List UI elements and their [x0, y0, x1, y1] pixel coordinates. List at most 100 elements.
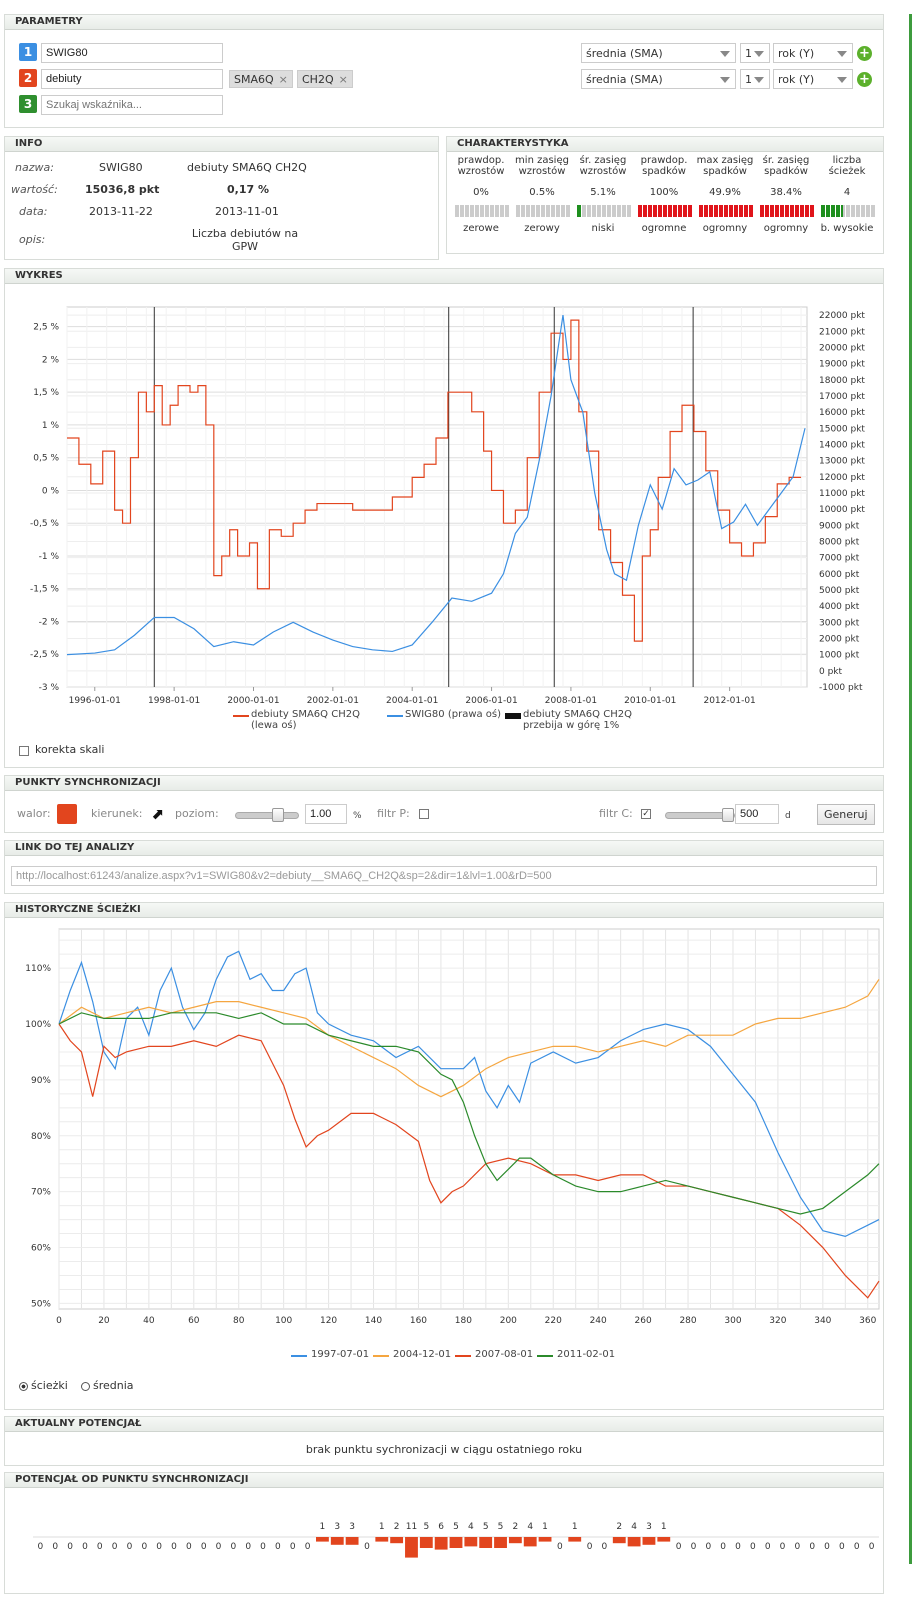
- remove-ch2q-icon[interactable]: ×: [338, 73, 348, 86]
- y-tick-label: 80%: [31, 1132, 51, 1142]
- filtr-c-slider[interactable]: [665, 808, 735, 822]
- right-tick-label: 12000 pkt: [819, 473, 865, 483]
- percent-unit: %: [353, 811, 362, 821]
- y-tick-label: 90%: [31, 1076, 51, 1086]
- x-tick-label: 360: [859, 1316, 876, 1326]
- tag-ch2q-label: CH2Q: [302, 73, 334, 86]
- period-n-select-1[interactable]: 1: [740, 43, 770, 63]
- char-value-5: 38.4%: [770, 187, 802, 198]
- filtr-c-slider-handle[interactable]: [722, 808, 734, 822]
- indicator-1-input[interactable]: [41, 43, 223, 63]
- radio-sciezki[interactable]: [19, 1382, 28, 1391]
- right-tick-label: 1000 pkt: [819, 651, 860, 661]
- potential-bar-label: 4: [631, 1522, 637, 1532]
- potential-zero-label: 0: [67, 1542, 73, 1552]
- char-head-6: liczba ścieżek: [828, 155, 866, 177]
- potential-bar: [479, 1537, 493, 1548]
- right-tick-label: -1000 pkt: [819, 683, 863, 693]
- poziom-input[interactable]: [305, 804, 347, 824]
- poziom-slider-handle[interactable]: [272, 808, 284, 822]
- potential-bar-label: 1: [320, 1522, 326, 1532]
- potential-zero-label: 0: [735, 1542, 741, 1552]
- x-tick-label: 300: [724, 1316, 741, 1326]
- left-tick-label: -2 %: [39, 617, 60, 627]
- info-date-2: 2013-11-01: [215, 205, 279, 218]
- potential-bar-label: 2: [513, 1522, 519, 1532]
- period-unit-select-1[interactable]: rok (Y): [773, 43, 853, 63]
- info-desc-2: Liczba debiutów na GPW: [191, 227, 299, 253]
- char-value-0: 0%: [473, 187, 489, 198]
- add-2-icon[interactable]: +: [857, 72, 872, 87]
- potential-zero-label: 0: [364, 1542, 370, 1552]
- filtr-c-checkbox[interactable]: ✓: [641, 809, 651, 819]
- history-legend-label: 2011-02-01: [557, 1349, 616, 1360]
- right-accent-bar: [909, 14, 912, 1564]
- left-tick-label: -2,5 %: [30, 650, 59, 660]
- char-value-1: 0.5%: [529, 187, 555, 198]
- add-1-icon[interactable]: +: [857, 46, 872, 61]
- right-tick-label: 15000 pkt: [819, 424, 865, 434]
- potential-zero-label: 0: [201, 1542, 207, 1552]
- filtr-p-checkbox[interactable]: [419, 809, 429, 819]
- chevron-down-icon: [754, 51, 764, 57]
- char-desc-5: ogromny: [763, 223, 809, 234]
- history-legend-swatch: [373, 1355, 389, 1357]
- walor-color-button[interactable]: [57, 804, 77, 824]
- period-unit-select-2[interactable]: rok (Y): [773, 69, 853, 89]
- wykres-header: WYKRES: [5, 269, 883, 284]
- char-bar-fill-4: [699, 205, 753, 217]
- legend-blue-swatch: [387, 715, 403, 717]
- x-tick-label: 240: [590, 1316, 607, 1326]
- potential-bar: [494, 1537, 507, 1548]
- walor-label: walor:: [17, 807, 51, 820]
- potential-zero-label: 0: [305, 1542, 311, 1552]
- period-n-select-2[interactable]: 1: [740, 69, 770, 89]
- generuj-button[interactable]: Generuj: [817, 804, 875, 825]
- filtr-c-input[interactable]: [735, 804, 779, 824]
- path-series-3: [58, 1012, 880, 1215]
- poziom-slider[interactable]: [235, 808, 299, 822]
- tag-ch2q[interactable]: CH2Q ×: [297, 70, 353, 88]
- char-bar-fill-2: [577, 205, 583, 217]
- radio-srednia[interactable]: [81, 1382, 90, 1391]
- potential-bar-label: 3: [349, 1522, 355, 1532]
- char-desc-1: zerowy: [524, 223, 560, 234]
- chevron-down-icon: [720, 77, 730, 83]
- x-tick-label: 340: [814, 1316, 831, 1326]
- potential-zero-label: 0: [854, 1542, 860, 1552]
- tag-sma6q[interactable]: SMA6Q ×: [229, 70, 293, 88]
- x-tick-label: 280: [679, 1316, 696, 1326]
- tag-sma6q-label: SMA6Q: [234, 73, 274, 86]
- potential-zero-label: 0: [112, 1542, 118, 1552]
- char-bar-5: [760, 205, 814, 217]
- x-tick-label: 1996-01-01: [69, 696, 121, 706]
- indicator-search-input[interactable]: [41, 95, 223, 115]
- potential-bar-label: 3: [334, 1522, 340, 1532]
- korekta-checkbox[interactable]: [19, 746, 29, 756]
- info-header: INFO: [5, 137, 438, 152]
- potential-bar-label: 4: [527, 1522, 533, 1532]
- potential-bar: [523, 1537, 537, 1547]
- right-tick-label: 14000 pkt: [819, 440, 865, 450]
- direction-up-icon[interactable]: ⬈: [151, 805, 164, 823]
- indicator-2-input[interactable]: [41, 69, 223, 89]
- potential-zero-label: 0: [186, 1542, 192, 1552]
- right-tick-label: 6000 pkt: [819, 570, 860, 580]
- right-tick-label: 22000 pkt: [819, 311, 865, 321]
- potential-zero-label: 0: [38, 1542, 44, 1552]
- potential-zero-label: 0: [231, 1542, 237, 1552]
- method-select-2[interactable]: średnia (SMA): [581, 69, 736, 89]
- punkty-header: PUNKTY SYNCHRONIZACJI: [5, 776, 883, 791]
- left-tick-label: 0 %: [42, 486, 60, 496]
- left-tick-label: 2 %: [42, 355, 60, 365]
- x-tick-label: 320: [769, 1316, 786, 1326]
- potential-bar: [345, 1537, 359, 1545]
- analysis-link-input[interactable]: [11, 866, 877, 886]
- char-bar-fill-3: [638, 205, 692, 217]
- method-select-1[interactable]: średnia (SMA): [581, 43, 736, 63]
- right-tick-label: 7000 pkt: [819, 554, 860, 564]
- potential-zero-label: 0: [245, 1542, 251, 1552]
- debiuty-series-line: [67, 319, 802, 642]
- potential-zero-label: 0: [171, 1542, 177, 1552]
- remove-sma6q-icon[interactable]: ×: [278, 73, 288, 86]
